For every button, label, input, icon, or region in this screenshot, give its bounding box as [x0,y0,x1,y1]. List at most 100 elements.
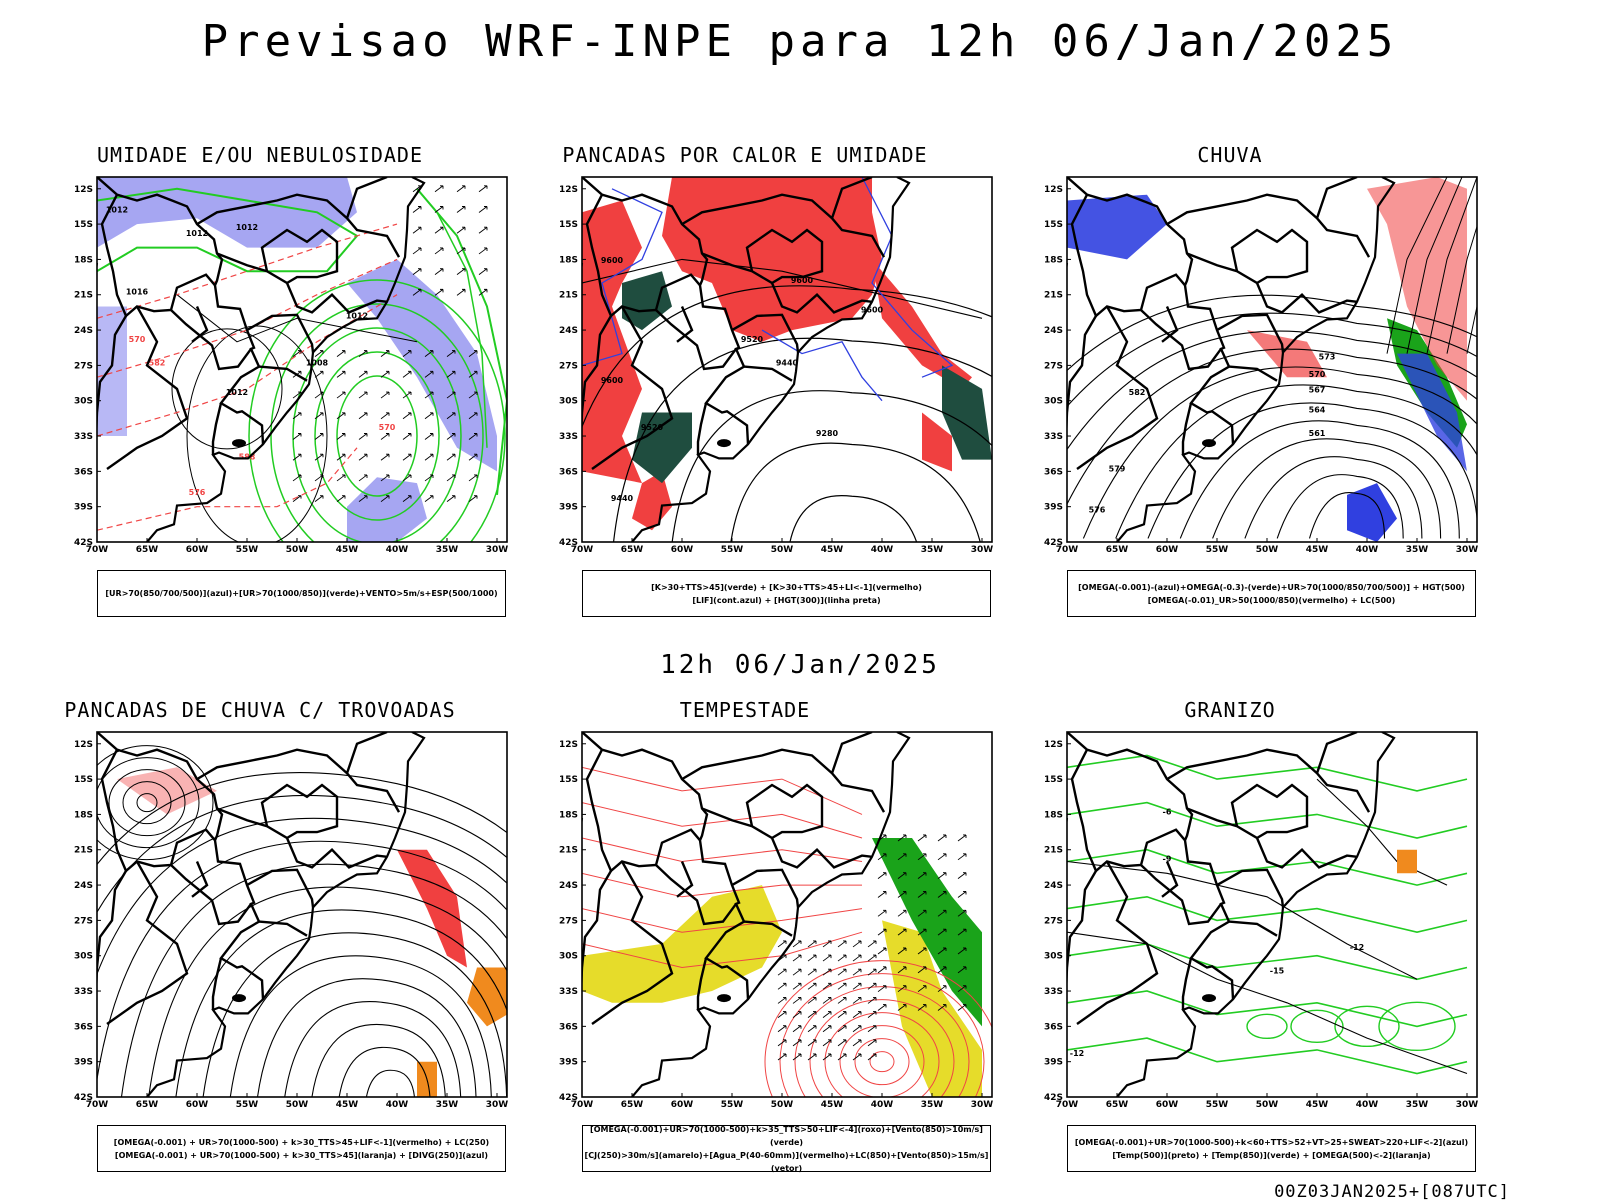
contour-label: 570 [379,423,396,432]
coastline [146,177,426,542]
isobar [176,294,418,343]
map-granizo[interactable]: -12 -15 -12 -9 -6 12S 15S 18S 21S 24S 27S 30S 33S 36S… [970,720,1570,1150]
wind-vector [336,412,346,420]
lake [232,439,246,448]
country-border [1140,309,1222,371]
country-border [100,749,216,873]
lon-label: 65W [136,545,159,555]
lon-label: 40W [871,1100,894,1110]
country-border [591,305,674,470]
map-chuva[interactable]: 573 570 567 564 561 582 579 576 12S 15S 18S 21S 24S 2… [970,165,1570,595]
thickness-contour [97,258,398,378]
contour-label: 567 [1309,385,1326,394]
map-layers: 1012 1012 1012 1008 1012 1016 1012 570 576 570 582… [97,177,507,542]
temp850-contour [1067,1037,1468,1075]
map-umidade[interactable]: 1012 1012 1012 1008 1012 1016 1012 570 576 570 582… [0,165,600,595]
instability-area [662,177,882,342]
humidity-contour [270,303,484,542]
wind-vector [358,474,368,482]
temp500-contour [1067,860,1418,980]
wind-vector [478,185,488,193]
map-layers: -12 -15 -12 -9 -6 [1067,732,1468,1097]
streamline [1212,438,1442,539]
lon-label: 70W [86,1100,109,1110]
lon-label: 70W [1056,545,1079,555]
map-layers [582,732,992,1097]
omega-area [1067,194,1167,260]
lat-label: 30S [1044,952,1063,962]
wind-vector [852,968,862,976]
lon-label: 50W [771,1100,794,1110]
humidity-area [347,259,497,472]
temp850-contour [1290,1009,1344,1044]
lat-label: 24S [559,881,578,891]
storm-area [467,967,507,1027]
wind-vector [434,247,444,255]
streamline [175,909,507,1097]
wind-vector [837,954,847,962]
pwater-contour [582,766,863,815]
wind-vector [446,412,456,420]
streamline [1487,177,1522,354]
wind-vector [336,370,346,378]
lat-label: 27S [74,361,93,371]
map-frame [96,731,508,1098]
wind-vector [852,1053,862,1061]
wind-vector [446,474,456,482]
wind-vector [336,453,346,461]
contour-label: 576 [1089,506,1106,515]
wind-vector [917,891,927,898]
legend-line: [OMEGA(-0.001)+UR>70(1000-500)+k>35_TTS>… [590,1124,983,1147]
wind-vector [456,206,466,213]
panel-title: PANCADAS DE CHUVA C/ TROVOADAS [64,698,456,722]
jet-area [882,920,982,1097]
streamline [97,794,507,914]
lat-label: 36S [74,1022,93,1032]
wind-vector [957,853,967,861]
wind-vector [792,1025,802,1033]
lon-label: 35W [1406,1100,1429,1110]
wind-vector [792,968,802,976]
map-pancadas-calor[interactable]: 9600 9600 9520 9440 9280 9600 9440 9520 9600 12S 1… [485,165,1085,595]
wind-vector [822,1039,832,1047]
wind-vector [937,985,947,993]
legend-line: [OMEGA(-0.01)_UR>50(1000/850)(vermelho) … [1147,595,1396,605]
wind-vector [852,1025,862,1033]
legend-line: [OMEGA(-0.001) + UR>70(1000-500) + k>30_… [114,1150,489,1160]
wind-vector [336,474,346,482]
lon-label: 45W [336,1100,359,1110]
wind-vector [402,391,412,399]
wind-vector [877,947,887,955]
wind-vector [434,206,444,213]
country-border [676,306,694,343]
streamline [1082,366,1477,539]
lat-label: 36S [1044,467,1063,477]
pwater-contour [869,1051,895,1073]
wind-vector [314,433,324,440]
wind-vector [822,1011,832,1018]
temp850-contour [1067,848,1468,886]
legend-trovoadas: [OMEGA(-0.001) + UR>70(1000-500) + k>30_… [97,1125,506,1172]
wind-vector [468,350,478,357]
wind-vector [434,226,444,234]
wind-vector [807,997,817,1004]
country-border [1166,748,1371,813]
lat-label: 39S [1044,1058,1063,1068]
wind-vector [837,968,847,976]
lat-label: 42S [559,1093,578,1103]
wind-vector [807,982,817,990]
contour-label: 1012 [226,388,248,397]
pwater-contour [764,960,992,1097]
lon-label: 55W [1206,1100,1229,1110]
contour-label: 1016 [126,288,149,297]
temp850-contour [1067,754,1468,792]
lat-label: 24S [74,881,93,891]
pwater-contour [809,999,955,1097]
map-layers: 9600 9600 9520 9440 9280 9600 9440 9520 9600 [582,177,992,542]
wind-vector [852,1011,862,1018]
humidity-area [347,477,427,542]
lat-label: 15S [559,220,578,230]
country-border [731,868,800,908]
